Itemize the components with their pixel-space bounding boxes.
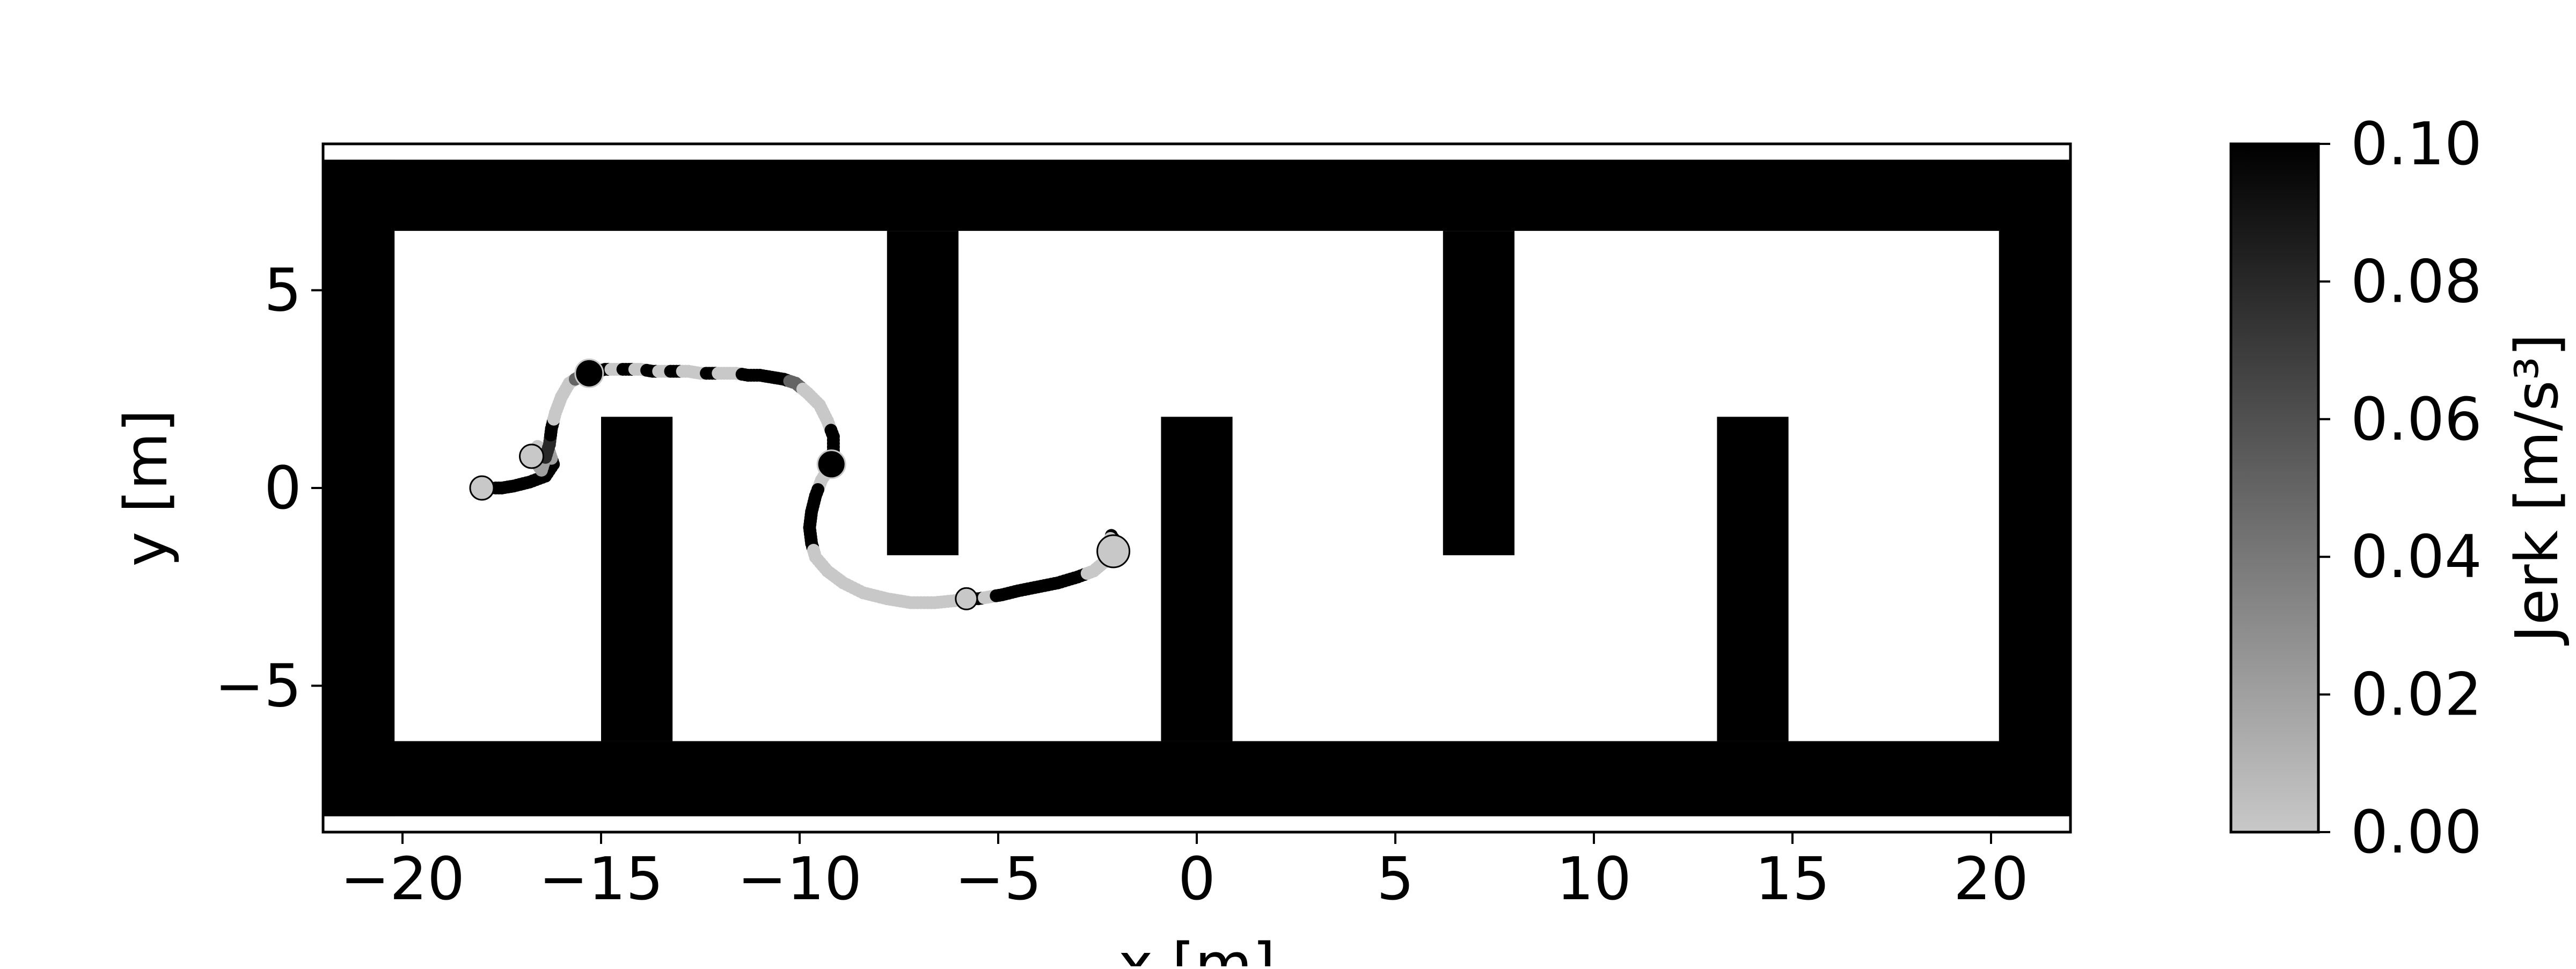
trajectory-layer xyxy=(469,358,1131,610)
colorbar-tick-label: 0.04 xyxy=(2351,522,2482,591)
x-tick-label: −5 xyxy=(955,844,1042,913)
trajectory-marker xyxy=(574,358,604,388)
x-tick-label: 20 xyxy=(1953,844,2029,913)
colorbar-label: Jerk [m/s³] xyxy=(2502,333,2571,645)
y-tick-label: 5 xyxy=(264,256,302,325)
colorbar-tick-label: 0.06 xyxy=(2351,385,2482,454)
x-tick-label: 5 xyxy=(1377,844,1414,913)
y-axis-label: y [m] xyxy=(112,409,180,566)
x-tick-label: 10 xyxy=(1556,844,1631,913)
colorbar-tick-label: 0.10 xyxy=(2351,110,2482,178)
y-tick-label: 0 xyxy=(264,454,302,522)
x-tick-label: −15 xyxy=(539,844,663,913)
x-tick-label: −20 xyxy=(340,844,465,913)
obstacle-block xyxy=(601,417,673,741)
x-tick-label: −10 xyxy=(737,844,862,913)
colorbar-tick-label: 0.02 xyxy=(2351,660,2482,729)
trajectory-marker xyxy=(955,587,978,610)
colorbar: 0.00 0.02 0.04 0.06 0.08 0.10 Jerk [m/s³] xyxy=(2229,110,2571,866)
obstacle-block xyxy=(887,231,958,556)
colorbar-ticks: 0.00 0.02 0.04 0.06 0.08 0.10 xyxy=(2318,110,2482,866)
obstacle-block xyxy=(1161,417,1233,741)
obstacle-block xyxy=(1999,159,2070,817)
x-axis-label: x [m] xyxy=(1118,930,1275,966)
trajectory-marker xyxy=(1096,534,1131,569)
trajectory-marker xyxy=(816,449,846,479)
obstacle-block xyxy=(1717,417,1789,741)
obstacle-block xyxy=(1443,231,1514,556)
colorbar-gradient xyxy=(2229,142,2320,834)
trajectory-marker xyxy=(469,475,495,501)
colorbar-tick-label: 0.00 xyxy=(2351,798,2482,866)
obstacles-layer xyxy=(323,159,2070,817)
x-axis: −20 −15 −10 −5 0 5 10 15 20 xyxy=(340,832,2029,913)
trajectory-marker xyxy=(519,443,544,469)
obstacle-block xyxy=(323,741,2070,817)
x-tick-label: 0 xyxy=(1178,844,1216,913)
y-tick-label: −5 xyxy=(215,651,302,720)
x-tick-label: 15 xyxy=(1755,844,1830,913)
colorbar-tick-label: 0.08 xyxy=(2351,247,2482,316)
y-axis: −5 0 5 xyxy=(215,256,323,720)
obstacle-block xyxy=(323,159,2070,231)
plot-area xyxy=(321,142,2072,834)
obstacle-block xyxy=(323,159,395,817)
